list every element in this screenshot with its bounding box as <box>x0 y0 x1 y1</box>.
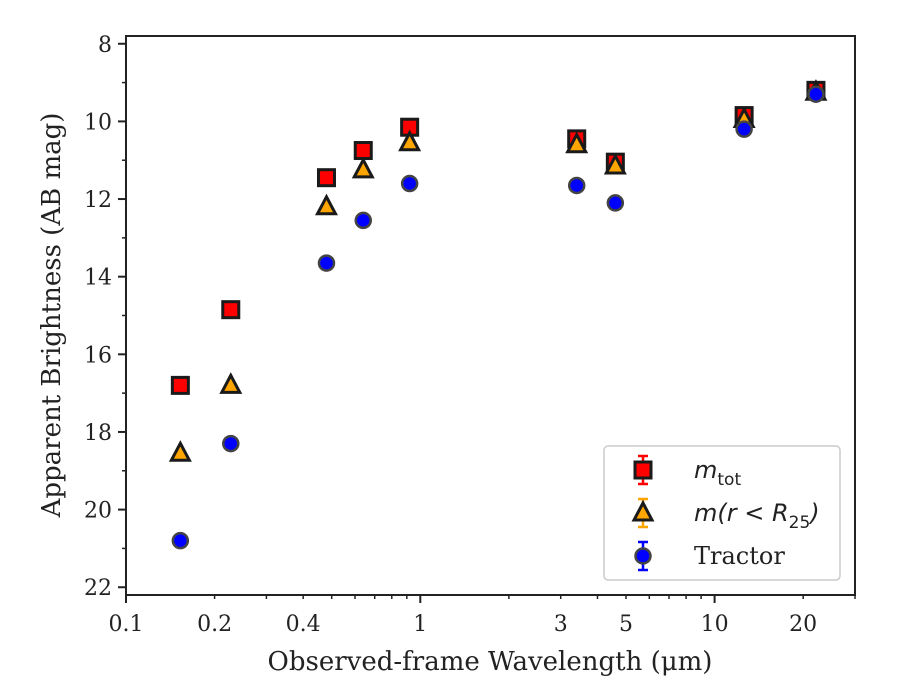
y-tick-label: 18 <box>84 421 112 446</box>
y-axis-label: Apparent Brightness (AB mag) <box>37 113 67 519</box>
x-tick-label: 0.4 <box>286 612 321 637</box>
y-tick-label: 22 <box>84 576 112 601</box>
x-tick-label: 10 <box>701 612 729 637</box>
legend-marker-square <box>633 460 653 480</box>
legend-label: Tractor <box>694 542 785 570</box>
y-axis-ticks: 8 10 12 14 16 18 20 22 <box>84 33 126 601</box>
legend-marker-triangle <box>631 499 655 522</box>
x-tick-label: 0.1 <box>109 612 144 637</box>
y-tick-label: 12 <box>84 188 112 213</box>
x-tick-label: 5 <box>619 612 633 637</box>
legend: mtot m(r < R25) Tractor <box>603 445 841 581</box>
legend-label: m(r < R25) <box>694 499 820 533</box>
legend-marker-circle <box>634 547 652 565</box>
y-tick-label: 8 <box>98 33 112 58</box>
x-tick-label: 1 <box>413 612 427 637</box>
y-tick-label: 16 <box>84 343 112 368</box>
legend-box <box>603 445 841 581</box>
y-tick-label: 14 <box>84 266 112 291</box>
x-tick-label: 3 <box>554 612 568 637</box>
y-tick-label: 10 <box>84 110 112 135</box>
data-marks <box>168 79 828 550</box>
y-tick-label: 20 <box>84 499 112 524</box>
legend-label: mtot <box>694 456 741 490</box>
x-axis-ticks: 0.1 0.2 0.4 1 3 5 10 20 <box>109 595 856 637</box>
x-tick-label: 20 <box>789 612 817 637</box>
x-tick-label: 0.2 <box>197 612 232 637</box>
x-axis-label: Observed-frame Wavelength (μm) <box>268 647 713 677</box>
